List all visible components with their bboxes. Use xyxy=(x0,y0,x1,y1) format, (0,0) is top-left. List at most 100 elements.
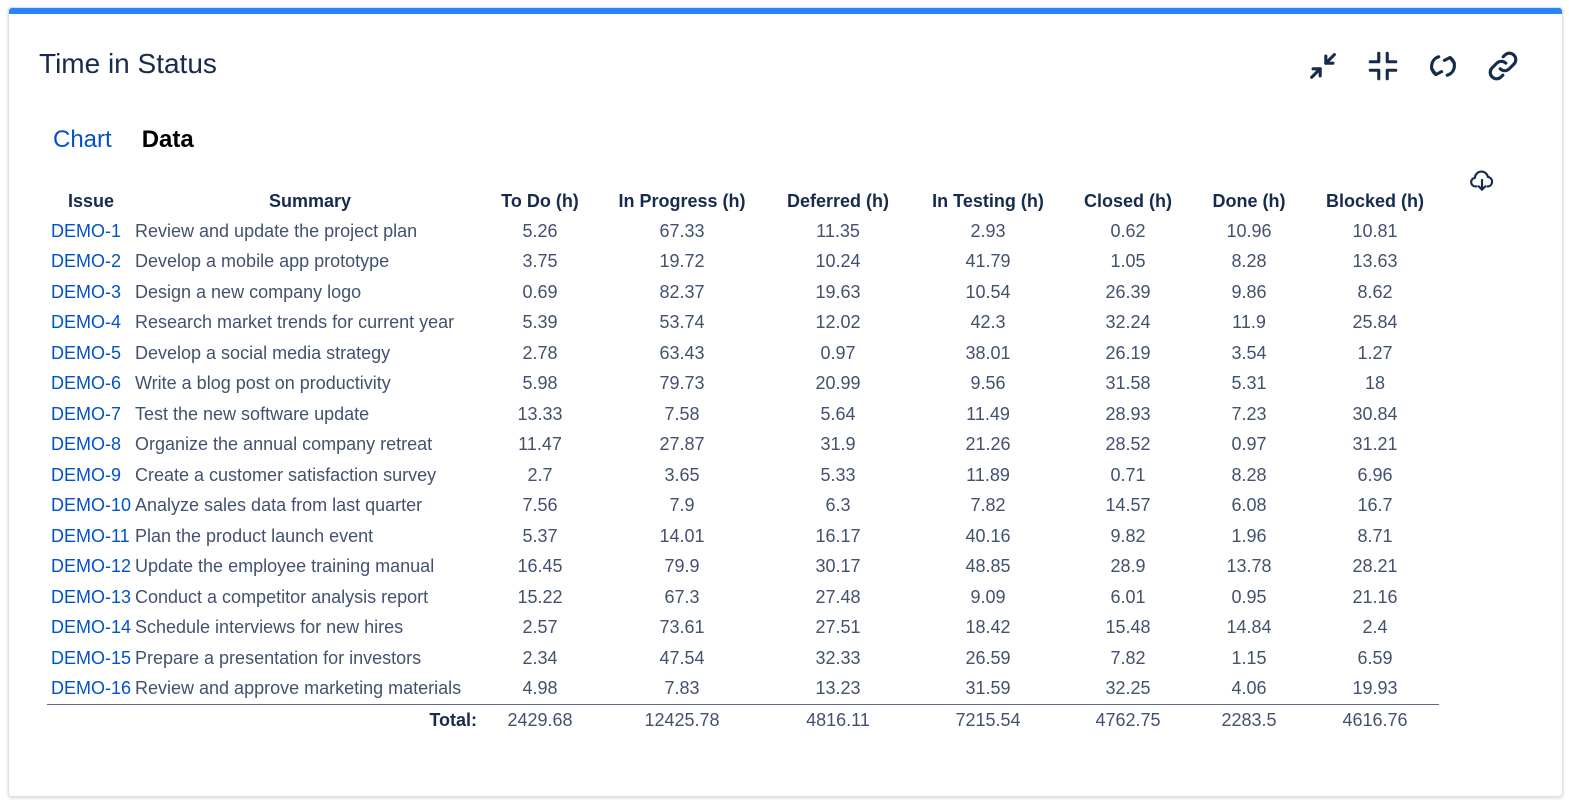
hours-cell: 14.01 xyxy=(659,525,705,546)
cloud-download-icon[interactable] xyxy=(1467,166,1497,196)
column-header[interactable]: Summary xyxy=(268,190,352,211)
hours-cell: 19.72 xyxy=(659,251,705,272)
table-header-row: Issue Summary To Do (h) In Progress (h) … xyxy=(47,186,1439,216)
issue-key-link[interactable]: DEMO-9 xyxy=(51,464,122,485)
table-row: DEMO-9 Create a customer satisfaction sur… xyxy=(47,460,1439,491)
minimize-icon[interactable] xyxy=(1363,46,1403,86)
table-row: DEMO-11 Plan the product launch event 5.37… xyxy=(47,521,1439,552)
hours-cell: 6.96 xyxy=(1357,464,1393,485)
hours-cell: 15.22 xyxy=(517,586,563,607)
issue-key-link[interactable]: DEMO-6 xyxy=(51,373,122,394)
hours-cell: 4.98 xyxy=(522,678,558,699)
hours-cell: 2.34 xyxy=(522,647,558,668)
hours-cell: 48.85 xyxy=(965,556,1011,577)
table-row: DEMO-16 Review and approve marketing mate… xyxy=(47,674,1439,705)
refresh-icon[interactable] xyxy=(1423,46,1463,86)
hours-cell: 16.7 xyxy=(1357,495,1393,516)
hours-cell: 63.43 xyxy=(659,342,705,363)
hours-cell: 28.93 xyxy=(1105,403,1151,424)
collapse-arrows-icon[interactable] xyxy=(1303,46,1343,86)
hours-cell: 13.63 xyxy=(1352,251,1398,272)
column-header[interactable]: Issue xyxy=(67,190,115,211)
hours-cell: 42.3 xyxy=(970,312,1006,333)
table-row: DEMO-13 Conduct a competitor analysis rep… xyxy=(47,582,1439,613)
panel-title: Time in Status xyxy=(39,48,217,79)
table-row: DEMO-10 Analyze sales data from last quar… xyxy=(47,491,1439,522)
table-row: DEMO-14 Schedule interviews for new hires… xyxy=(47,613,1439,644)
total-value: 4762.75 xyxy=(1069,704,1187,736)
issue-summary: Test the new software update xyxy=(135,403,370,424)
column-header[interactable]: Blocked (h) xyxy=(1325,190,1424,211)
hours-cell: 30.17 xyxy=(815,556,861,577)
hours-cell: 79.73 xyxy=(659,373,705,394)
issue-key-link[interactable]: DEMO-5 xyxy=(51,342,122,363)
hours-cell: 5.64 xyxy=(820,403,856,424)
issue-summary: Design a new company logo xyxy=(135,281,362,302)
issue-key-link[interactable]: DEMO-16 xyxy=(51,678,132,699)
hours-cell: 18.42 xyxy=(965,617,1011,638)
link-icon[interactable] xyxy=(1483,46,1523,86)
issue-key-link[interactable]: DEMO-10 xyxy=(51,495,132,516)
hours-cell: 11.89 xyxy=(966,464,1010,485)
total-row: Total: 2429.68 12425.78 4816.11 7215.54 … xyxy=(47,704,1439,736)
column-header[interactable]: Closed (h) xyxy=(1084,190,1172,211)
hours-cell: 7.82 xyxy=(970,495,1006,516)
issue-key-link[interactable]: DEMO-8 xyxy=(51,434,122,455)
hours-cell: 5.98 xyxy=(522,373,558,394)
issue-key-link[interactable]: DEMO-15 xyxy=(51,647,132,668)
time-in-status-table: Issue Summary To Do (h) In Progress (h) … xyxy=(47,186,1439,736)
tab-data[interactable]: Data xyxy=(141,126,194,153)
issue-key-link[interactable]: DEMO-13 xyxy=(51,586,132,607)
column-header[interactable]: In Testing (h) xyxy=(932,190,1044,211)
hours-cell: 9.82 xyxy=(1110,525,1146,546)
hours-cell: 31.9 xyxy=(820,434,856,455)
column-header[interactable]: Done (h) xyxy=(1212,190,1286,211)
time-in-status-panel: Time in Status Ch xyxy=(8,7,1563,797)
total-label: Total: xyxy=(135,704,485,736)
hours-cell: 13.33 xyxy=(517,403,563,424)
hours-cell: 7.82 xyxy=(1110,647,1146,668)
hours-cell: 3.54 xyxy=(1231,342,1267,363)
accent-bar xyxy=(9,8,1562,14)
hours-cell: 28.9 xyxy=(1110,556,1146,577)
table-row: DEMO-3 Design a new company logo 0.69 82.37… xyxy=(47,277,1439,308)
table-row: DEMO-6 Write a blog post on productivity 5… xyxy=(47,369,1439,400)
hours-cell: 6.3 xyxy=(825,495,851,516)
hours-cell: 8.71 xyxy=(1357,525,1393,546)
column-header[interactable]: Deferred (h) xyxy=(786,190,889,211)
hours-cell: 0.69 xyxy=(522,281,558,302)
hours-cell: 19.93 xyxy=(1352,678,1398,699)
issue-key-link[interactable]: DEMO-12 xyxy=(51,556,132,577)
hours-cell: 3.65 xyxy=(664,464,700,485)
hours-cell: 41.79 xyxy=(965,251,1011,272)
hours-cell: 7.9 xyxy=(669,495,695,516)
issue-key-link[interactable]: DEMO-14 xyxy=(51,617,132,638)
issue-key-link[interactable]: DEMO-11 xyxy=(51,525,130,546)
issue-key-link[interactable]: DEMO-1 xyxy=(51,220,122,241)
hours-cell: 32.33 xyxy=(815,647,861,668)
hours-cell: 26.39 xyxy=(1105,281,1151,302)
hours-cell: 0.97 xyxy=(820,342,856,363)
column-header[interactable]: To Do (h) xyxy=(501,190,579,211)
hours-cell: 27.87 xyxy=(659,434,705,455)
issue-summary: Write a blog post on productivity xyxy=(135,373,391,394)
issue-key-link[interactable]: DEMO-2 xyxy=(51,251,122,272)
issue-key-link[interactable]: DEMO-7 xyxy=(51,403,122,424)
tab-chart[interactable]: Chart xyxy=(53,126,112,153)
hours-cell: 8.28 xyxy=(1231,251,1267,272)
hours-cell: 3.75 xyxy=(522,251,558,272)
hours-cell: 11.47 xyxy=(518,434,562,455)
hours-cell: 31.21 xyxy=(1352,434,1398,455)
hours-cell: 10.54 xyxy=(965,281,1011,302)
table-row: DEMO-1 Review and update the project plan… xyxy=(47,216,1439,247)
issue-key-link[interactable]: DEMO-4 xyxy=(51,312,122,333)
hours-cell: 10.81 xyxy=(1352,220,1398,241)
hours-cell: 8.28 xyxy=(1231,464,1267,485)
issue-key-link[interactable]: DEMO-3 xyxy=(51,281,122,302)
hours-cell: 21.26 xyxy=(965,434,1011,455)
column-header[interactable]: In Progress (h) xyxy=(618,190,746,211)
hours-cell: 27.48 xyxy=(815,586,861,607)
hours-cell: 27.51 xyxy=(815,617,861,638)
hours-cell: 30.84 xyxy=(1352,403,1398,424)
hours-cell: 1.05 xyxy=(1110,251,1146,272)
